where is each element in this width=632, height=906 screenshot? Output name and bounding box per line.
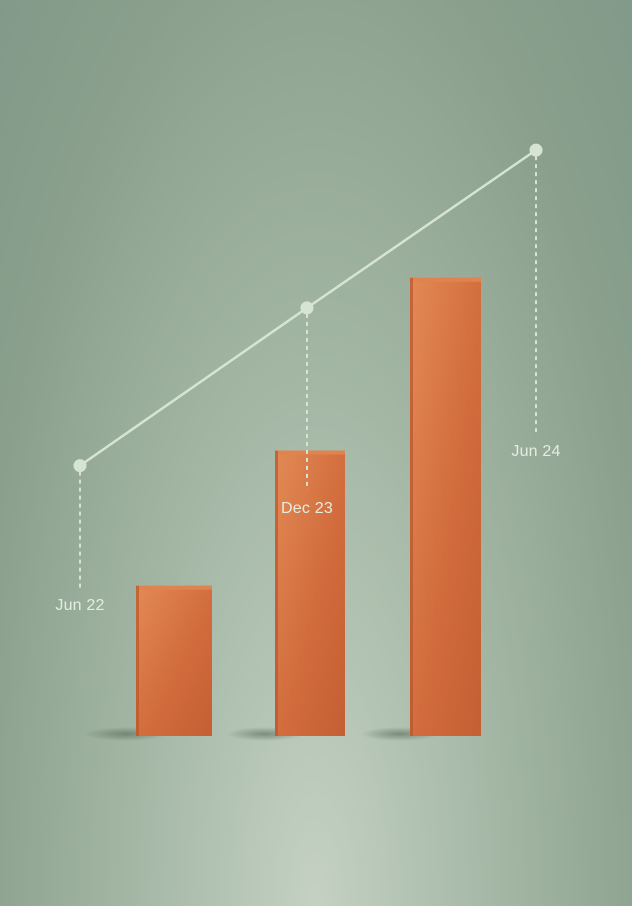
trend-point [529, 143, 543, 157]
bar-left-edge [136, 585, 139, 736]
bar-jun-22 [136, 585, 212, 736]
date-label: Jun 24 [511, 443, 560, 460]
date-label: Jun 22 [55, 597, 104, 614]
bar-left-edge [410, 277, 413, 736]
bar-jun-24 [410, 277, 481, 736]
trend-point [73, 459, 87, 473]
bar-top-face [275, 450, 345, 455]
bar-left-edge [275, 450, 278, 736]
bar-dec-23 [275, 450, 345, 736]
date-label: Dec 23 [281, 500, 333, 517]
bar-top-face [136, 585, 212, 590]
bar-top-face [410, 277, 481, 282]
trend-point [300, 301, 314, 315]
